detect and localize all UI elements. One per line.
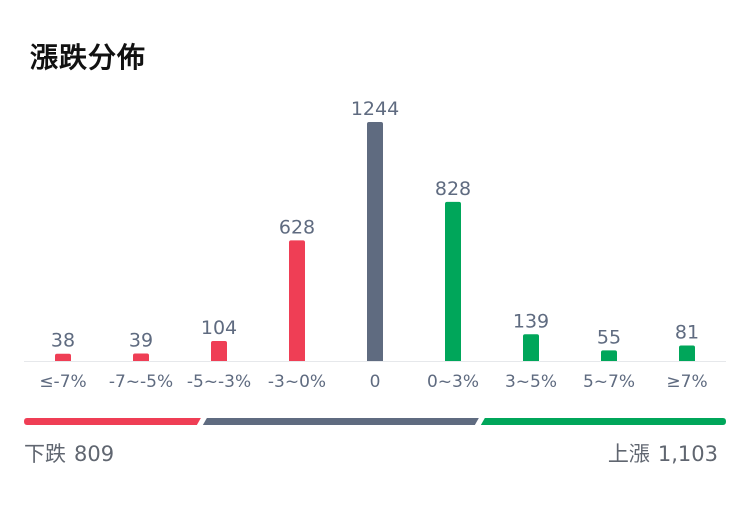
bar-value-label-5: 828 xyxy=(435,178,471,200)
ratio-bar xyxy=(24,418,726,425)
category-tick-label-2: -5~-3% xyxy=(187,372,251,392)
bar-value-label-4: 1244 xyxy=(351,98,399,120)
category-tick-label-6: 3~5% xyxy=(505,372,557,392)
down-summary-label: 下跌 xyxy=(24,442,66,466)
up-summary-count: 1,103 xyxy=(657,442,718,466)
bar-value-label-1: 39 xyxy=(129,330,153,352)
down-summary-count: 809 xyxy=(74,442,115,466)
bar-7 xyxy=(601,350,617,361)
category-tick-label-7: 5~7% xyxy=(583,372,635,392)
bar-2 xyxy=(211,341,227,361)
bar-value-label-7: 55 xyxy=(597,326,621,348)
bar-value-label-6: 139 xyxy=(513,310,549,332)
bar-6 xyxy=(523,334,539,361)
ratio-segment-flat xyxy=(202,418,479,425)
bar-value-label-3: 628 xyxy=(279,216,315,238)
category-tick-label-3: -3~0% xyxy=(268,372,326,392)
bar-4 xyxy=(367,122,383,361)
bar-0 xyxy=(55,353,71,361)
bars-group: 38 ≤-7% 39 -7~-5% 104 -5~-3% 628 -3~0% 1244 0 828 0… xyxy=(39,98,707,392)
bar-value-label-8: 81 xyxy=(675,321,699,343)
category-tick-label-4: 0 xyxy=(370,372,381,392)
up-summary: 上漲 1,103 xyxy=(608,438,726,468)
bar-8 xyxy=(679,345,695,361)
category-tick-label-5: 0~3% xyxy=(427,372,479,392)
bar-3 xyxy=(289,240,305,361)
category-tick-label-0: ≤-7% xyxy=(39,372,86,392)
bar-1 xyxy=(133,353,149,361)
bar-5 xyxy=(445,201,461,361)
bar-value-label-0: 38 xyxy=(51,330,75,352)
bar-value-label-2: 104 xyxy=(201,317,237,339)
category-tick-label-1: -7~-5% xyxy=(109,372,173,392)
down-summary: 下跌 809 xyxy=(24,438,122,468)
up-summary-label: 上漲 xyxy=(607,442,650,466)
ratio-segment-up xyxy=(480,418,726,425)
chart-title: 漲跌分佈 xyxy=(30,41,147,74)
category-tick-label-8: ≥7% xyxy=(666,372,707,392)
ratio-segment-down xyxy=(24,418,201,425)
